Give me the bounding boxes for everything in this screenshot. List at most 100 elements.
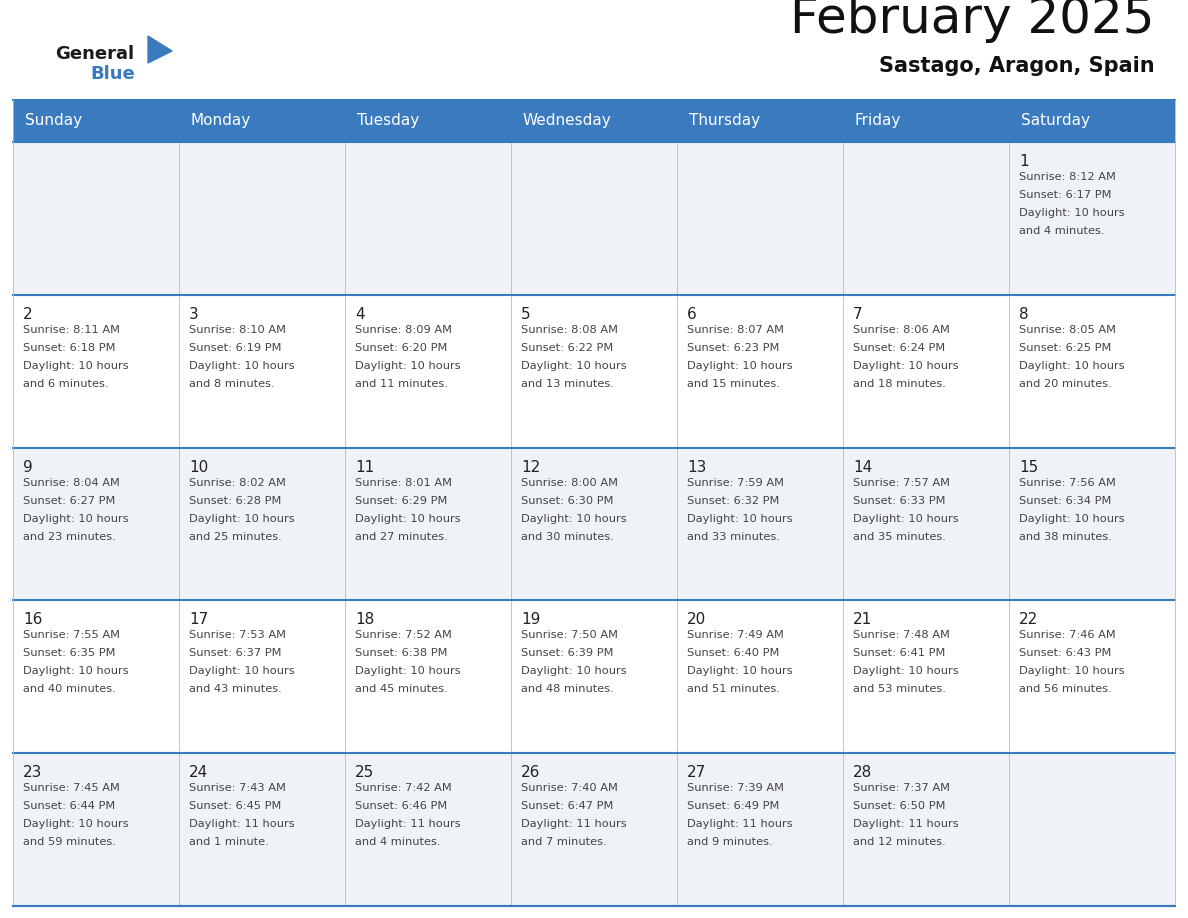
Text: Sunrise: 8:09 AM: Sunrise: 8:09 AM — [355, 325, 451, 335]
Text: 27: 27 — [687, 766, 706, 780]
Text: 18: 18 — [355, 612, 374, 627]
Text: Daylight: 10 hours: Daylight: 10 hours — [189, 513, 295, 523]
Text: Sunrise: 8:00 AM: Sunrise: 8:00 AM — [522, 477, 618, 487]
Text: Saturday: Saturday — [1020, 114, 1091, 129]
Text: Daylight: 10 hours: Daylight: 10 hours — [1019, 666, 1125, 677]
Text: Daylight: 10 hours: Daylight: 10 hours — [1019, 361, 1125, 371]
Text: Sunset: 6:22 PM: Sunset: 6:22 PM — [522, 342, 613, 353]
Text: Sunrise: 7:55 AM: Sunrise: 7:55 AM — [23, 631, 120, 641]
Text: and 11 minutes.: and 11 minutes. — [355, 379, 448, 389]
Text: Daylight: 10 hours: Daylight: 10 hours — [853, 666, 959, 677]
Text: and 48 minutes.: and 48 minutes. — [522, 685, 614, 694]
Text: and 25 minutes.: and 25 minutes. — [189, 532, 282, 542]
Text: and 8 minutes.: and 8 minutes. — [189, 379, 274, 389]
Text: 9: 9 — [23, 460, 33, 475]
Text: Daylight: 10 hours: Daylight: 10 hours — [522, 361, 626, 371]
Text: 6: 6 — [687, 307, 696, 322]
Text: Daylight: 11 hours: Daylight: 11 hours — [687, 819, 792, 829]
Text: Sunrise: 8:01 AM: Sunrise: 8:01 AM — [355, 477, 451, 487]
Text: and 45 minutes.: and 45 minutes. — [355, 685, 448, 694]
Text: and 7 minutes.: and 7 minutes. — [522, 837, 607, 847]
Text: February 2025: February 2025 — [790, 0, 1155, 43]
Text: 14: 14 — [853, 460, 872, 475]
Text: Sunrise: 8:07 AM: Sunrise: 8:07 AM — [687, 325, 784, 335]
Text: Sunrise: 8:04 AM: Sunrise: 8:04 AM — [23, 477, 120, 487]
Text: and 1 minute.: and 1 minute. — [189, 837, 268, 847]
Text: Sunset: 6:41 PM: Sunset: 6:41 PM — [853, 648, 946, 658]
Text: Daylight: 10 hours: Daylight: 10 hours — [853, 513, 959, 523]
Text: Sunset: 6:40 PM: Sunset: 6:40 PM — [687, 648, 779, 658]
Text: Sunrise: 7:37 AM: Sunrise: 7:37 AM — [853, 783, 950, 793]
Text: 10: 10 — [189, 460, 208, 475]
Text: Sunset: 6:17 PM: Sunset: 6:17 PM — [1019, 190, 1112, 200]
Text: Daylight: 11 hours: Daylight: 11 hours — [189, 819, 295, 829]
Text: 21: 21 — [853, 612, 872, 627]
Text: Sunrise: 7:42 AM: Sunrise: 7:42 AM — [355, 783, 451, 793]
Text: 20: 20 — [687, 612, 706, 627]
Text: 26: 26 — [522, 766, 541, 780]
Text: Sunset: 6:44 PM: Sunset: 6:44 PM — [23, 801, 115, 812]
Text: Sunset: 6:20 PM: Sunset: 6:20 PM — [355, 342, 448, 353]
Text: 24: 24 — [189, 766, 208, 780]
Text: Sunrise: 8:12 AM: Sunrise: 8:12 AM — [1019, 172, 1116, 182]
Text: Sunrise: 7:56 AM: Sunrise: 7:56 AM — [1019, 477, 1116, 487]
Text: Sunset: 6:43 PM: Sunset: 6:43 PM — [1019, 648, 1112, 658]
Text: Sunset: 6:29 PM: Sunset: 6:29 PM — [355, 496, 448, 506]
Text: Sunset: 6:27 PM: Sunset: 6:27 PM — [23, 496, 115, 506]
Text: Sunset: 6:33 PM: Sunset: 6:33 PM — [853, 496, 946, 506]
Text: 5: 5 — [522, 307, 531, 322]
Polygon shape — [148, 36, 172, 63]
Text: and 23 minutes.: and 23 minutes. — [23, 532, 115, 542]
Text: General: General — [55, 45, 134, 63]
Text: Sunset: 6:19 PM: Sunset: 6:19 PM — [189, 342, 282, 353]
Bar — [13, 100, 1175, 142]
Text: Sunrise: 7:57 AM: Sunrise: 7:57 AM — [853, 477, 950, 487]
Text: Sunset: 6:35 PM: Sunset: 6:35 PM — [23, 648, 115, 658]
Text: and 13 minutes.: and 13 minutes. — [522, 379, 614, 389]
Text: Sastago, Aragon, Spain: Sastago, Aragon, Spain — [879, 56, 1155, 76]
Text: Sunrise: 7:49 AM: Sunrise: 7:49 AM — [687, 631, 784, 641]
Text: Sunrise: 7:48 AM: Sunrise: 7:48 AM — [853, 631, 950, 641]
Text: and 27 minutes.: and 27 minutes. — [355, 532, 448, 542]
Text: Sunset: 6:24 PM: Sunset: 6:24 PM — [853, 342, 946, 353]
Text: Sunday: Sunday — [25, 114, 82, 129]
Text: Daylight: 10 hours: Daylight: 10 hours — [189, 361, 295, 371]
Text: 22: 22 — [1019, 612, 1038, 627]
Text: and 4 minutes.: and 4 minutes. — [1019, 226, 1105, 236]
Text: Sunset: 6:49 PM: Sunset: 6:49 PM — [687, 801, 779, 812]
Text: Daylight: 10 hours: Daylight: 10 hours — [355, 666, 461, 677]
Text: Sunrise: 8:11 AM: Sunrise: 8:11 AM — [23, 325, 120, 335]
Text: Sunset: 6:37 PM: Sunset: 6:37 PM — [189, 648, 282, 658]
Text: and 12 minutes.: and 12 minutes. — [853, 837, 946, 847]
Text: Daylight: 10 hours: Daylight: 10 hours — [23, 666, 128, 677]
Text: Sunset: 6:46 PM: Sunset: 6:46 PM — [355, 801, 447, 812]
Text: and 40 minutes.: and 40 minutes. — [23, 685, 115, 694]
Text: Sunrise: 7:43 AM: Sunrise: 7:43 AM — [189, 783, 286, 793]
Text: Monday: Monday — [191, 114, 251, 129]
Text: and 30 minutes.: and 30 minutes. — [522, 532, 614, 542]
Text: Sunrise: 7:59 AM: Sunrise: 7:59 AM — [687, 477, 784, 487]
Text: and 43 minutes.: and 43 minutes. — [189, 685, 282, 694]
Bar — [13, 142, 1175, 295]
Text: Sunset: 6:47 PM: Sunset: 6:47 PM — [522, 801, 613, 812]
Text: 23: 23 — [23, 766, 43, 780]
Text: 7: 7 — [853, 307, 862, 322]
Text: Daylight: 10 hours: Daylight: 10 hours — [189, 666, 295, 677]
Text: Daylight: 10 hours: Daylight: 10 hours — [355, 513, 461, 523]
Text: and 51 minutes.: and 51 minutes. — [687, 685, 779, 694]
Text: 17: 17 — [189, 612, 208, 627]
Text: 3: 3 — [189, 307, 198, 322]
Text: and 15 minutes.: and 15 minutes. — [687, 379, 779, 389]
Text: and 59 minutes.: and 59 minutes. — [23, 837, 116, 847]
Text: 4: 4 — [355, 307, 365, 322]
Text: Sunset: 6:18 PM: Sunset: 6:18 PM — [23, 342, 115, 353]
Text: Wednesday: Wednesday — [523, 114, 612, 129]
Text: and 6 minutes.: and 6 minutes. — [23, 379, 108, 389]
Text: Sunrise: 8:08 AM: Sunrise: 8:08 AM — [522, 325, 618, 335]
Text: Sunrise: 8:05 AM: Sunrise: 8:05 AM — [1019, 325, 1116, 335]
Text: Sunrise: 7:52 AM: Sunrise: 7:52 AM — [355, 631, 451, 641]
Text: Daylight: 10 hours: Daylight: 10 hours — [522, 666, 626, 677]
Text: Daylight: 10 hours: Daylight: 10 hours — [853, 361, 959, 371]
Text: 15: 15 — [1019, 460, 1038, 475]
Text: Daylight: 11 hours: Daylight: 11 hours — [522, 819, 626, 829]
